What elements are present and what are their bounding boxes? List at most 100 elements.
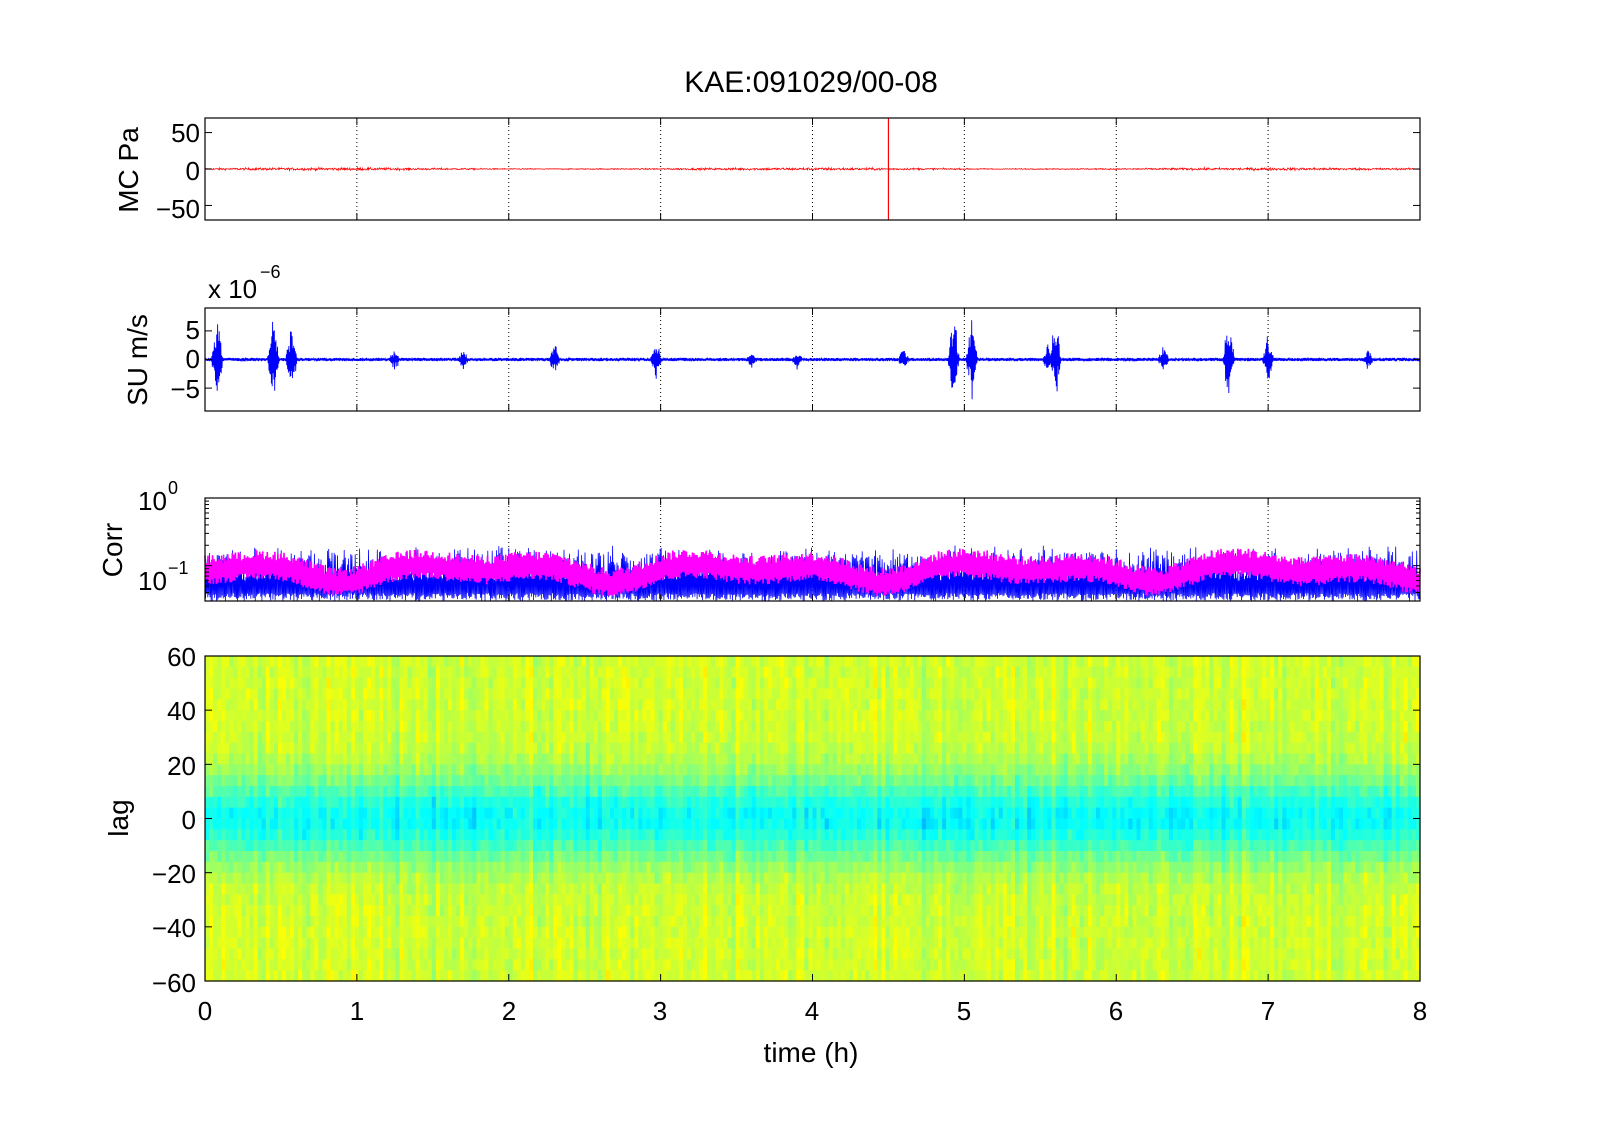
lag-heatmap-cell	[508, 710, 514, 722]
lag-heatmap-cell	[642, 764, 648, 776]
lag-heatmap-cell	[913, 677, 919, 690]
lag-heatmap-cell	[751, 742, 757, 755]
lag-heatmap-cell	[326, 796, 332, 809]
lag-heatmap-cell	[460, 786, 465, 798]
lag-heatmap-cell	[529, 786, 534, 798]
lag-heatmap-cell	[516, 796, 522, 809]
lag-heatmap-cell	[334, 656, 340, 668]
lag-heatmap-cell	[286, 818, 291, 830]
lag-heatmap-cell	[581, 775, 587, 787]
lag-heatmap-cell	[723, 742, 729, 755]
lag-heatmap-cell	[1019, 818, 1024, 830]
lag-heatmap-cell	[379, 796, 384, 809]
lag-heatmap-cell	[727, 699, 733, 711]
lag-heatmap-cell	[1067, 699, 1073, 711]
lag-heatmap-cell	[1298, 818, 1304, 830]
lag-heatmap-cell	[751, 677, 757, 690]
lag-heatmap-cell	[1035, 688, 1040, 700]
lag-heatmap-cell	[824, 796, 830, 809]
lag-heatmap-cell	[1168, 721, 1174, 733]
lag-heatmap-cell	[395, 710, 400, 722]
lag-heatmap-cell	[1177, 656, 1182, 668]
lag-heatmap-cell	[1379, 753, 1385, 765]
lag-heatmap-cell	[1177, 699, 1182, 711]
lag-heatmap-cell	[541, 786, 546, 798]
lag-heatmap-cell	[658, 775, 664, 787]
lag-heatmap-cell	[281, 721, 287, 733]
lag-heatmap-cell	[488, 775, 494, 787]
lag-heatmap-cell	[970, 764, 976, 776]
lag-heatmap-cell	[1124, 742, 1129, 755]
lag-heatmap-cell	[484, 666, 490, 679]
lag-heatmap-cell	[221, 786, 226, 798]
lag-heatmap-cell	[480, 742, 486, 755]
lag-heatmap-cell	[719, 764, 724, 776]
lag-heatmap-cell	[492, 786, 498, 798]
lag-heatmap-cell	[731, 753, 737, 765]
lag-heatmap-cell	[804, 699, 810, 711]
lag-heatmap-cell	[253, 688, 259, 700]
lag-heatmap-cell	[1355, 656, 1360, 668]
lag-heatmap-cell	[772, 807, 777, 820]
lag-heatmap-cell	[468, 731, 473, 744]
lag-heatmap-cell	[1221, 742, 1227, 755]
lag-heatmap-cell	[885, 731, 891, 744]
lag-heatmap-cell	[452, 677, 457, 690]
lag-heatmap-cell	[739, 688, 745, 700]
lag-heatmap-cell	[387, 775, 392, 787]
lag-heatmap-cell	[921, 786, 927, 798]
lag-heatmap-cell	[585, 677, 591, 690]
lag-heatmap-cell	[970, 656, 976, 668]
lag-heatmap-cell	[391, 786, 396, 798]
lag-heatmap-cell	[682, 775, 688, 787]
lag-heatmap-cell	[796, 699, 801, 711]
lag-heatmap-cell	[1334, 775, 1340, 787]
lag-heatmap-cell	[541, 818, 546, 830]
lag-heatmap-cell	[549, 656, 554, 668]
lag-heatmap-cell	[1330, 796, 1336, 809]
lag-heatmap-cell	[840, 775, 846, 787]
lag-heatmap-cell	[877, 807, 882, 820]
lag-heatmap-cell	[1225, 796, 1231, 809]
lag-heatmap-cell	[686, 742, 692, 755]
lag-heatmap-cell	[1379, 775, 1385, 787]
lag-heatmap-cell	[1132, 775, 1138, 787]
lag-heatmap-cell	[585, 807, 591, 820]
lag-heatmap-cell	[241, 710, 247, 722]
lag-heatmap-cell	[500, 677, 506, 690]
lag-heatmap-cell	[269, 721, 275, 733]
lag-heatmap-cell	[905, 786, 911, 798]
lag-heatmap-cell	[800, 818, 805, 830]
lag-heatmap-cell	[1310, 688, 1316, 700]
lag-heatmap-cell	[1258, 731, 1263, 744]
lag-heatmap-cell	[209, 807, 214, 820]
lag-heatmap-cell	[966, 721, 972, 733]
lag-heatmap-cell	[678, 807, 684, 820]
lag-heatmap-cell	[1403, 775, 1409, 787]
lag-heatmap-cell	[577, 775, 583, 787]
lag-heatmap-cell	[800, 775, 805, 787]
lag-heatmap-cell	[221, 764, 226, 776]
lag-heatmap-cell	[1282, 786, 1287, 798]
lag-heatmap-cell	[367, 699, 372, 711]
lag-heatmap-cell	[776, 807, 781, 820]
mc-y-tick-0: 0	[186, 156, 200, 186]
lag-heatmap-cell	[966, 764, 972, 776]
lag-heatmap-cell	[1100, 656, 1105, 668]
lag-heatmap-cell	[1387, 775, 1393, 787]
lag-heatmap-cell	[893, 710, 899, 722]
lag-heatmap-cell	[1367, 796, 1372, 809]
lag-heatmap-cell	[759, 710, 765, 722]
lag-heatmap-cell	[731, 796, 737, 809]
lag-heatmap-cell	[772, 699, 777, 711]
lag-heatmap-cell	[767, 721, 773, 733]
lag-heatmap-cell	[610, 764, 615, 776]
lag-heatmap-cell	[925, 699, 931, 711]
lag-heatmap-cell	[1083, 764, 1089, 776]
lag-heatmap-cell	[1282, 796, 1287, 809]
lag-heatmap-cell	[476, 656, 481, 668]
lag-heatmap-cell	[399, 677, 405, 690]
lag-heatmap-cell	[1249, 764, 1255, 776]
lag-heatmap-cell	[249, 666, 255, 679]
lag-heatmap-cell	[241, 699, 247, 711]
